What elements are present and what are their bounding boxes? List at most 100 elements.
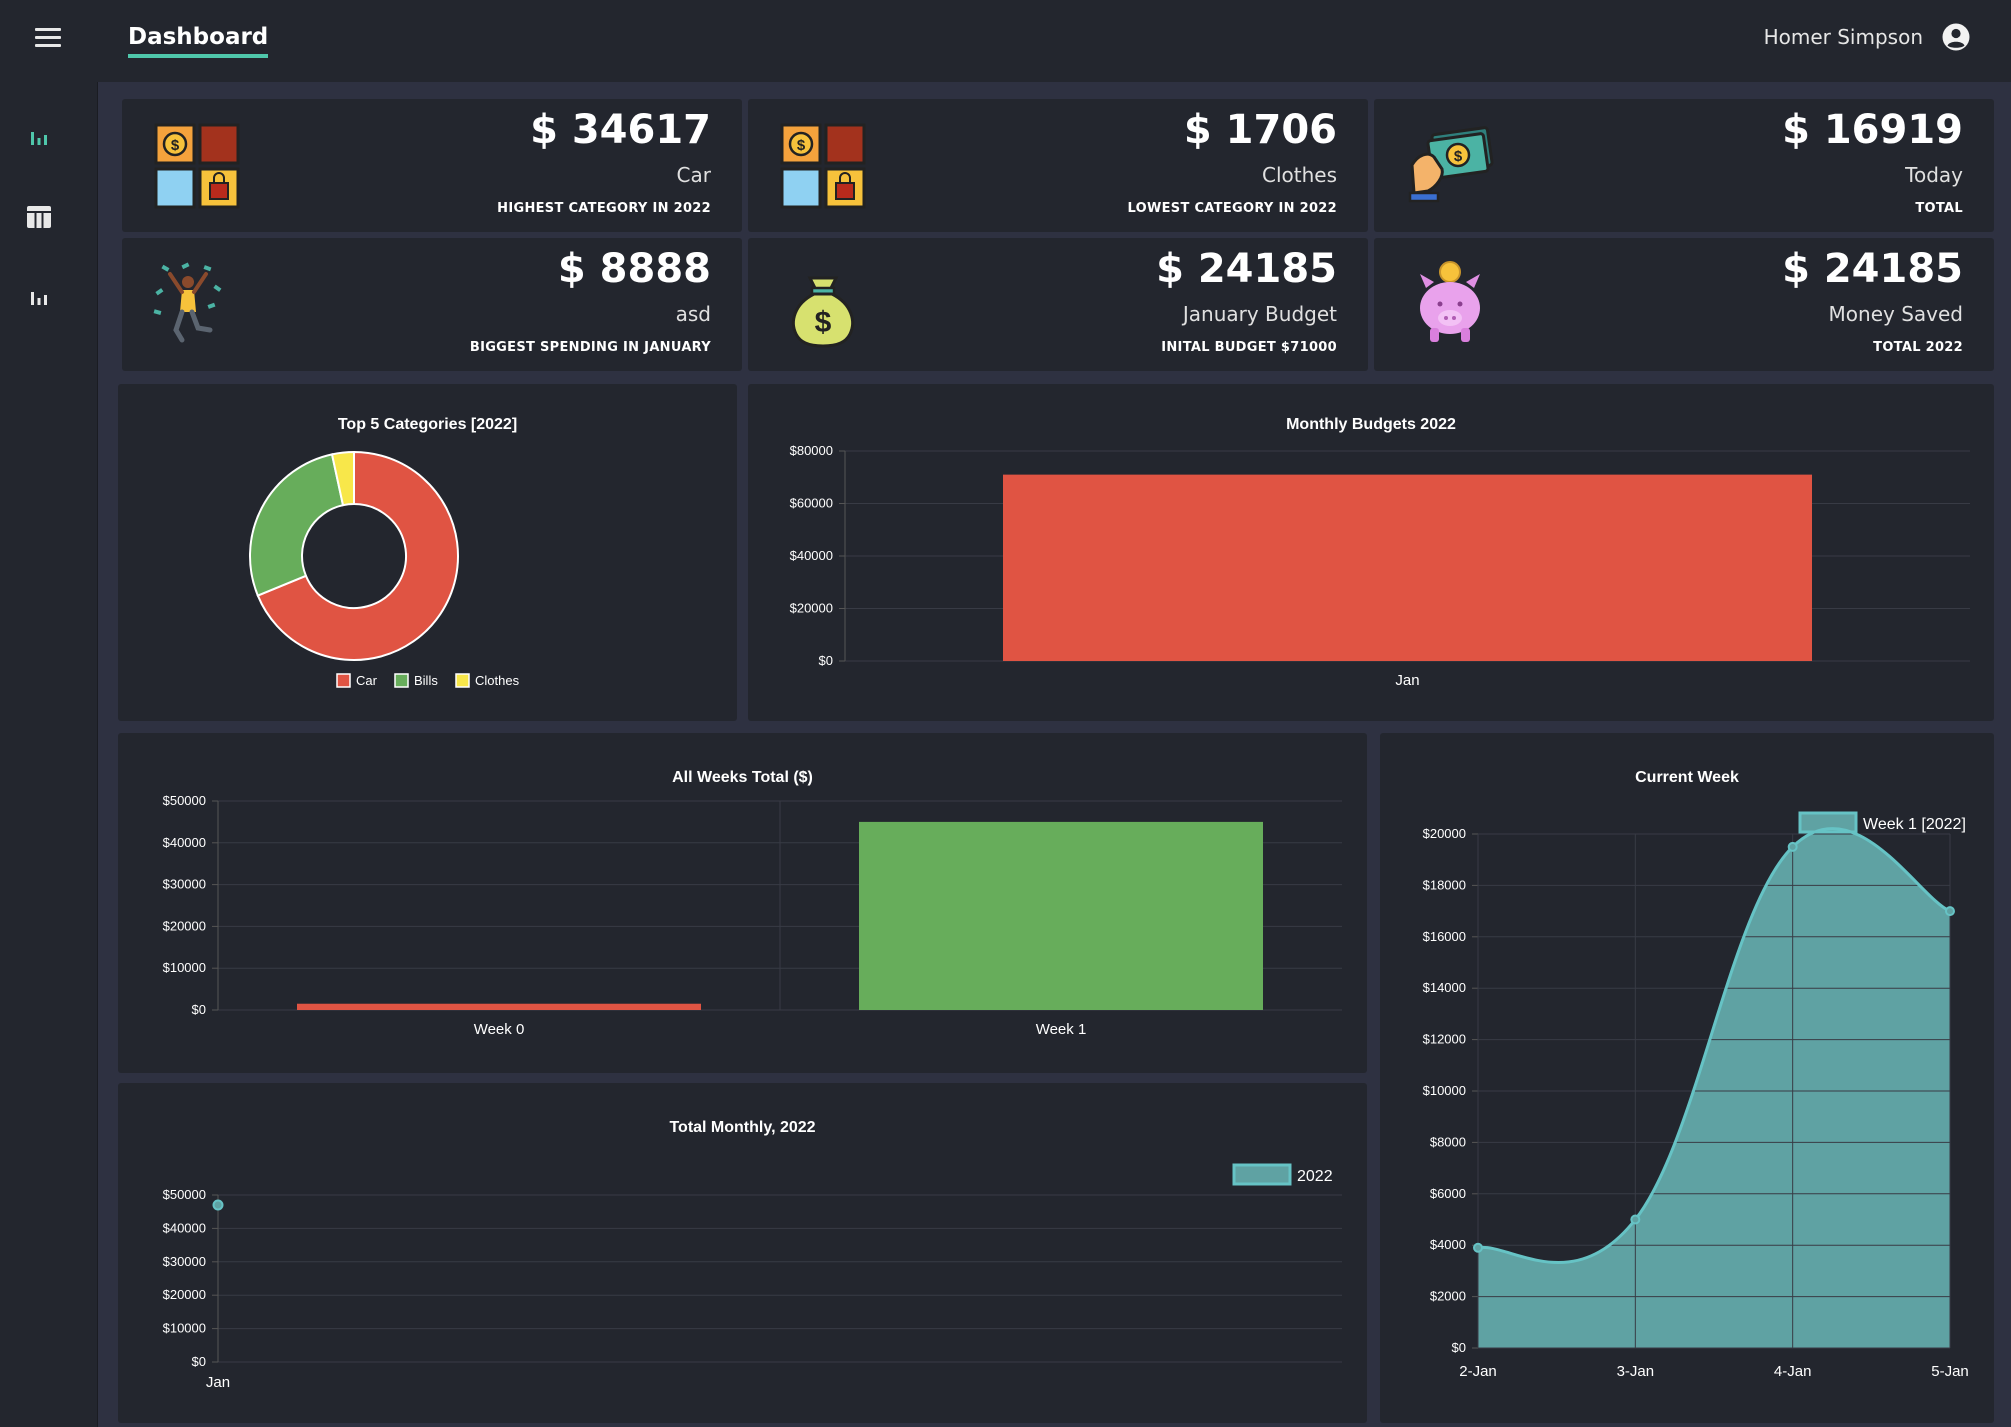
chart-legend: Car Bills Clothes <box>336 673 520 688</box>
chart-icon <box>31 292 47 305</box>
monthly-budgets-panel: Monthly Budgets 2022 $80000 $60000 $40000 $… <box>748 384 1994 721</box>
svg-text:$: $ <box>171 137 180 154</box>
data-point <box>1945 906 1955 917</box>
data-point <box>1473 1242 1483 1253</box>
categories-icon: $ <box>780 123 866 209</box>
bar-week-0 <box>297 1003 701 1010</box>
x-tick-label: Jan <box>1395 672 1419 689</box>
legend-label: Clothes <box>475 673 520 688</box>
stat-label: Today <box>1905 163 1963 187</box>
stat-amount: $ 1706 <box>1183 107 1337 153</box>
y-tick-label: $18000 <box>1423 877 1466 892</box>
y-tick-label: $14000 <box>1423 980 1466 995</box>
stat-amount: $ 16919 <box>1782 107 1963 153</box>
y-tick-label: $0 <box>192 1002 206 1017</box>
y-tick-label: $16000 <box>1423 929 1466 944</box>
chart-legend[interactable]: 2022 <box>1232 1163 1333 1186</box>
legend-label: 2022 <box>1297 1168 1333 1185</box>
user-name: Homer Simpson <box>1763 25 1923 49</box>
y-tick-label: $20000 <box>790 601 833 616</box>
stat-caption: LOWEST CATEGORY IN 2022 <box>1127 201 1337 216</box>
categories-icon: $ <box>154 123 240 209</box>
stat-caption: INITAL BUDGET $71000 <box>1161 340 1337 355</box>
stat-card-highest-category: $ $ 34617 Car HIGHEST CATEGORY IN 2022 <box>122 99 742 232</box>
stat-card-january-budget: $ $ 24185 January Budget INITAL BUDGET $… <box>748 238 1368 371</box>
legend-label: Bills <box>414 673 438 688</box>
bar-week-1 <box>859 821 1263 1010</box>
stat-label: asd <box>675 302 711 326</box>
stat-card-today-total: $ $ 16919 Today TOTAL <box>1374 99 1994 232</box>
y-tick-label: $10000 <box>163 960 206 975</box>
money-bag-icon: $ <box>791 276 855 348</box>
stat-caption: TOTAL 2022 <box>1873 340 1963 355</box>
data-point <box>1630 1214 1641 1225</box>
x-tick-label: Week 0 <box>474 1021 525 1038</box>
y-tick-label: $50000 <box>163 1187 206 1202</box>
legend-label: Car <box>356 673 378 688</box>
y-tick-label: $12000 <box>1423 1032 1466 1047</box>
top-categories-panel: Top 5 Categories [2022] Car Bills Clothe… <box>118 384 737 721</box>
all-weeks-total-panel: All Weeks Total ($) $50000 $40000 $30000 $2… <box>118 733 1367 1073</box>
legend-label: Week 1 [2022] <box>1863 816 1966 833</box>
chart-legend[interactable]: Week 1 [2022] <box>1798 811 1966 834</box>
x-tick-label: 3-Jan <box>1617 1363 1655 1380</box>
y-tick-label: $40000 <box>163 835 206 850</box>
hamburger-menu-icon[interactable] <box>35 28 61 48</box>
stat-amount: $ 34617 <box>530 107 711 153</box>
user-menu[interactable]: Homer Simpson <box>1764 22 1971 52</box>
y-tick-label: $10000 <box>1423 1083 1466 1098</box>
x-tick-label: 5-Jan <box>1931 1363 1969 1380</box>
monthly-budgets-chart: $80000 $60000 $40000 $20000 $0 Jan <box>790 443 1970 689</box>
donut-slice-car <box>256 450 459 661</box>
stat-label: Car <box>676 163 711 187</box>
area-fill <box>1478 828 1950 1348</box>
y-tick-label: $20000 <box>163 918 206 933</box>
stat-amount: $ 8888 <box>557 246 711 292</box>
legend-swatch <box>1232 1163 1292 1186</box>
x-tick-label: 2-Jan <box>1459 1363 1497 1380</box>
sidebar-item-dashboard[interactable] <box>24 122 54 152</box>
total-monthly-panel: Total Monthly, 2022 2022 $50000 $40000 $30… <box>118 1083 1367 1423</box>
bar-jan <box>1003 474 1812 661</box>
stat-caption: TOTAL <box>1915 201 1963 216</box>
all-weeks-total-chart: $50000 $40000 $30000 $20000 $10000 $0 Week 0 We… <box>163 793 1342 1038</box>
y-tick-label: $80000 <box>790 443 833 458</box>
legend-swatch <box>1798 811 1858 834</box>
stat-label: January Budget <box>1182 302 1337 326</box>
user-account-icon[interactable] <box>1941 22 1971 52</box>
svg-text:$: $ <box>1454 148 1463 165</box>
chart-icon <box>31 132 47 145</box>
data-point <box>1787 841 1798 852</box>
stat-amount: $ 24185 <box>1782 246 1963 292</box>
x-tick-label: 4-Jan <box>1774 1363 1812 1380</box>
celebrating-person-icon <box>153 262 222 343</box>
table-icon <box>27 206 51 228</box>
current-week-panel: Current Week Week 1 [2022] $20000 $18000 $… <box>1380 733 1994 1423</box>
y-tick-label: $10000 <box>163 1321 206 1336</box>
y-tick-label: $6000 <box>1430 1186 1466 1201</box>
series-line <box>1477 827 1951 1264</box>
cash-hand-icon: $ <box>1408 126 1494 203</box>
y-tick-label: $4000 <box>1430 1237 1466 1252</box>
y-tick-label: $0 <box>192 1354 206 1369</box>
chart-title: Monthly Budgets 2022 <box>1286 416 1456 433</box>
piggy-bank-icon <box>1420 261 1480 342</box>
donut-slice-clothes <box>330 450 355 507</box>
sidebar-item-table[interactable] <box>24 202 54 232</box>
main-content: $ $ 34617 Car HIGHEST CATEGORY IN 2022 $… <box>112 82 2005 1427</box>
stat-caption: HIGHEST CATEGORY IN 2022 <box>497 201 711 216</box>
y-tick-label: $40000 <box>163 1220 206 1235</box>
stat-label: Clothes <box>1262 163 1337 187</box>
y-tick-label: $2000 <box>1430 1289 1466 1304</box>
y-tick-label: $60000 <box>790 496 833 511</box>
sidebar-item-charts[interactable] <box>24 282 54 312</box>
sidebar <box>0 82 98 1427</box>
app-title[interactable]: Dashboard <box>128 24 269 58</box>
y-tick-label: $40000 <box>790 548 833 563</box>
chart-title: Current Week <box>1635 769 1739 786</box>
svg-text:$: $ <box>797 137 806 154</box>
chart-title: Total Monthly, 2022 <box>669 1119 816 1136</box>
stat-card-lowest-category: $ $ 1706 Clothes LOWEST CATEGORY IN 2022 <box>748 99 1368 232</box>
y-tick-label: $0 <box>819 653 833 668</box>
